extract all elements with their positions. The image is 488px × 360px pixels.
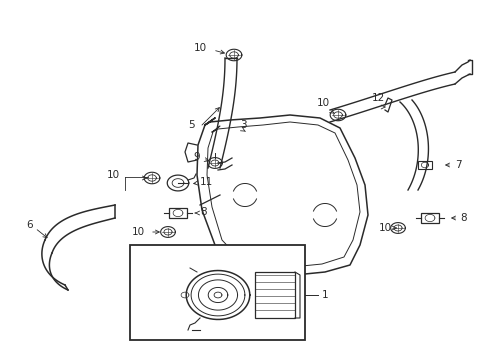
Text: 6: 6: [27, 220, 33, 230]
Text: 9: 9: [193, 152, 200, 162]
Text: 8: 8: [200, 207, 206, 217]
Bar: [130, 245, 305, 340]
Text: 4: 4: [286, 267, 293, 277]
Text: 10: 10: [316, 98, 329, 108]
Bar: [254, 272, 294, 318]
Text: 2: 2: [171, 263, 178, 273]
Bar: [417, 161, 431, 169]
Bar: [169, 208, 186, 218]
Text: 10: 10: [107, 170, 120, 180]
Text: 1: 1: [321, 290, 328, 300]
Text: 11: 11: [200, 177, 213, 187]
Text: 10: 10: [132, 227, 145, 237]
Text: 10: 10: [378, 223, 391, 233]
Text: 8: 8: [459, 213, 466, 223]
Text: 7: 7: [454, 160, 461, 170]
Bar: [421, 213, 438, 223]
Text: 3: 3: [239, 120, 246, 130]
Text: 12: 12: [370, 93, 384, 103]
Text: 5: 5: [188, 120, 195, 130]
Text: 10: 10: [193, 43, 206, 53]
